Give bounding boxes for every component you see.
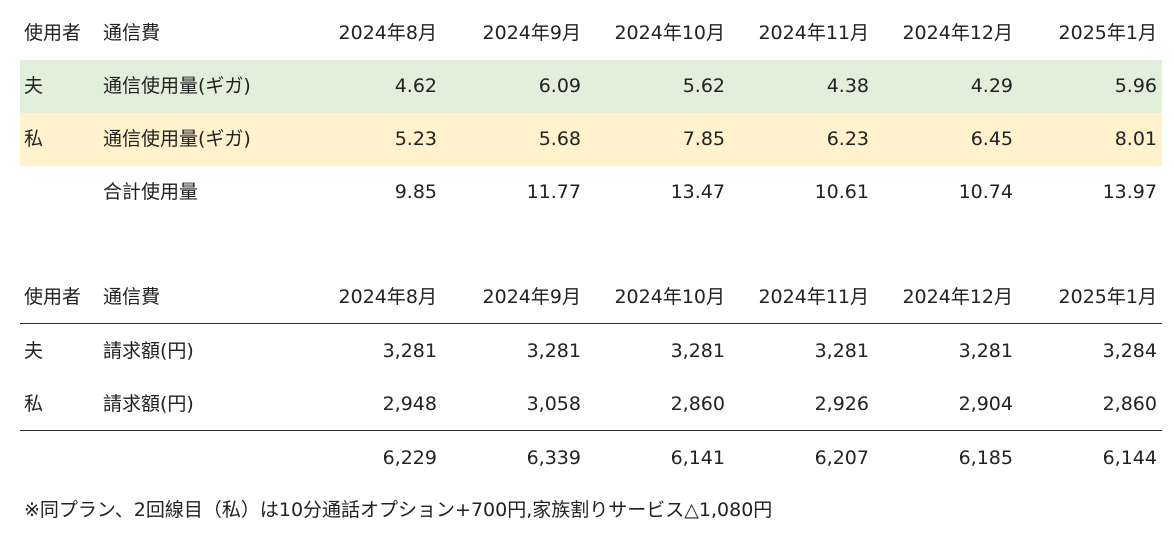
cell-value: 2,860 xyxy=(1102,393,1157,415)
cell-value: 4.38 xyxy=(826,75,869,97)
row-highlight-yellow xyxy=(20,113,1162,166)
note: ※同プラン、2回線目（私）は10分通話オプション+700円,家族割りサービス△1… xyxy=(24,499,773,521)
cell-value: 6.09 xyxy=(538,75,581,97)
cell-value: 6,229 xyxy=(382,447,437,469)
cell-value: 5.96 xyxy=(1114,75,1157,97)
cell-value: 10.61 xyxy=(814,181,869,203)
header-month: 2024年8月 xyxy=(338,22,437,44)
header-user: 使用者 xyxy=(24,22,82,44)
header-user: 使用者 xyxy=(24,286,82,308)
header-month: 2024年8月 xyxy=(338,286,437,308)
cell-value: 9.85 xyxy=(394,181,437,203)
cell-value: 2,860 xyxy=(670,393,725,415)
header-month: 2024年10月 xyxy=(614,286,725,308)
cell-value: 3,281 xyxy=(382,340,437,362)
cell-value: 8.01 xyxy=(1114,128,1157,150)
cell-value: 5.68 xyxy=(538,128,581,150)
cell-value: 3,281 xyxy=(958,340,1013,362)
cell-value: 6.45 xyxy=(970,128,1013,150)
header-month: 2024年12月 xyxy=(902,286,1013,308)
cell-value: 2,926 xyxy=(814,393,869,415)
row-item: 請求額(円) xyxy=(103,340,194,362)
cell-value: 2,948 xyxy=(382,393,437,415)
cell-value: 3,058 xyxy=(526,393,581,415)
row-item: 通信使用量(ギガ) xyxy=(103,128,251,150)
cell-value: 2,904 xyxy=(958,393,1013,415)
row-user: 私 xyxy=(24,393,44,415)
cell-value: 6,144 xyxy=(1102,447,1157,469)
cell-value: 13.97 xyxy=(1102,181,1157,203)
cell-value: 3,281 xyxy=(670,340,725,362)
row-item: 請求額(円) xyxy=(103,393,194,415)
cell-value: 3,284 xyxy=(1102,340,1157,362)
header-month: 2024年12月 xyxy=(902,22,1013,44)
header-month: 2024年11月 xyxy=(758,286,869,308)
cell-value: 3,281 xyxy=(814,340,869,362)
row-item: 通信使用量(ギガ) xyxy=(103,75,251,97)
header-month: 2025年1月 xyxy=(1058,286,1157,308)
cell-value: 11.77 xyxy=(526,181,581,203)
row-user: 夫 xyxy=(24,75,44,97)
row-user: 私 xyxy=(24,128,44,150)
cell-value: 13.47 xyxy=(670,181,725,203)
cell-value: 5.23 xyxy=(394,128,437,150)
header-month: 2024年10月 xyxy=(614,22,725,44)
header-month: 2024年11月 xyxy=(758,22,869,44)
row-highlight-green xyxy=(20,60,1162,113)
header-item: 通信費 xyxy=(103,286,161,308)
cell-value: 6.23 xyxy=(826,128,869,150)
cell-value: 6,141 xyxy=(670,447,725,469)
header-month: 2024年9月 xyxy=(482,22,581,44)
cell-value: 6,339 xyxy=(526,447,581,469)
cell-value: 4.62 xyxy=(394,75,437,97)
header-item: 通信費 xyxy=(103,22,161,44)
cell-value: 4.29 xyxy=(970,75,1013,97)
cell-value: 5.62 xyxy=(682,75,725,97)
header-month: 2024年9月 xyxy=(482,286,581,308)
cell-value: 3,281 xyxy=(526,340,581,362)
total-rule xyxy=(20,430,1162,431)
cell-value: 7.85 xyxy=(682,128,725,150)
cell-value: 10.74 xyxy=(958,181,1013,203)
header-rule xyxy=(20,323,1162,324)
row-user: 夫 xyxy=(24,340,44,362)
row-item: 合計使用量 xyxy=(103,181,199,203)
cell-value: 6,207 xyxy=(814,447,869,469)
cell-value: 6,185 xyxy=(958,447,1013,469)
header-month: 2025年1月 xyxy=(1058,22,1157,44)
